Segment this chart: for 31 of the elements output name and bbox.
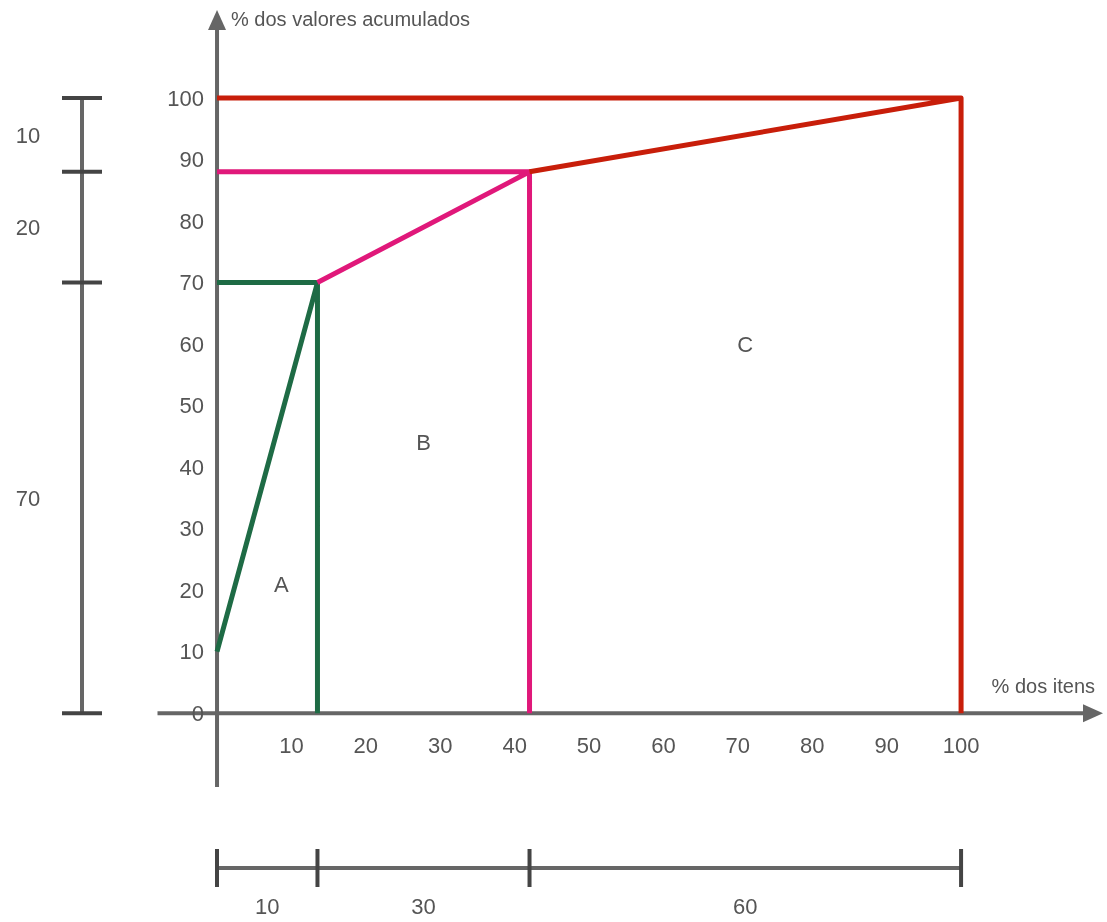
x-tick-label: 80 [800,733,825,759]
y-tick-label: 80 [179,208,205,234]
annotation: B [416,430,431,456]
y-tick-label: 100 [167,85,205,111]
text: 10 [255,894,280,919]
text: 30 [411,894,436,919]
x-tick-label: 60 [651,733,676,759]
y-tick-label: 70 [179,270,205,296]
text: 60 [733,894,758,919]
y-tick-label: 50 [179,393,205,419]
y-axis-title: % dos valores acumulados [231,8,471,30]
x-tick-label: 100 [942,733,980,759]
y-tick-label: 90 [179,147,205,173]
x-tick-label: 40 [502,733,527,759]
x-axis-title: % dos itens [991,675,1095,698]
text: 70 [15,485,41,511]
annotation: A [273,571,289,597]
y-tick-label: 40 [179,454,205,480]
y-tick-label: 10 [179,639,205,665]
annotation: C [737,331,754,357]
y-tick-label: 60 [179,331,205,357]
x-tick-label: 10 [279,733,304,759]
text: 20 [15,214,41,240]
text: 10 [15,122,41,148]
y-tick-label: 30 [179,516,205,542]
x-tick-label: 20 [353,733,379,759]
y-tick-label: 20 [179,577,205,603]
x-tick-label: 70 [725,733,751,759]
x-tick-label: 90 [874,733,899,759]
x-tick-label: 50 [576,733,602,759]
x-tick-label: 30 [428,733,453,759]
